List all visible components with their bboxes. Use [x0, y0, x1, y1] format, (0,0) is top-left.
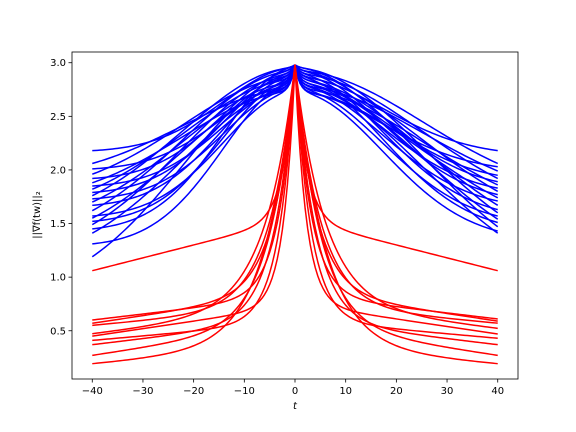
blue-series-line-left-22: [91, 64, 296, 258]
blue-series-line-left-21: [92, 64, 296, 245]
red-series-line-right-8: [294, 64, 498, 346]
blue-series-line-left-20: [91, 64, 296, 234]
red-series-line-left-8: [92, 64, 296, 346]
x-axis-ticks: −40 −30 −20 −10 0 10 20 30 40: [82, 379, 504, 397]
red-series-line-left-5: [92, 64, 296, 335]
red-series-line-left-10: [92, 64, 296, 365]
x-tick-label: 0: [292, 386, 298, 397]
red-series-line-left-3: [92, 64, 296, 324]
y-tick-label: 0.5: [50, 326, 66, 337]
red-series-line-right-3: [294, 64, 498, 322]
red-series-line-right-2: [294, 64, 498, 320]
red-series-line-left-2: [92, 64, 296, 321]
y-tick-label: 1.0: [50, 273, 66, 284]
blue-series-line-right-18: [294, 64, 499, 220]
blue-series-line-right-10: [294, 64, 499, 193]
blue-series-line-right-22: [294, 64, 499, 234]
blue-series-line-left-16: [91, 64, 296, 219]
red-series-line-right-5: [294, 64, 498, 330]
series-layer: [91, 64, 499, 365]
red-series-line-right-1: [294, 64, 498, 272]
red-series-line-right-9: [294, 64, 498, 357]
red-series-line-left-7: [92, 64, 296, 342]
y-axis-label: ||∇f(tw)||₂: [32, 191, 43, 239]
blue-series-line-right-19: [294, 64, 498, 224]
x-tick-label: 30: [441, 386, 454, 397]
blue-series-line-right-17: [294, 64, 498, 217]
x-tick-label: 20: [390, 386, 403, 397]
blue-series-line-right-16: [294, 64, 499, 214]
x-tick-label: −10: [234, 386, 255, 397]
y-tick-label: 2.5: [50, 112, 66, 123]
x-tick-label: −40: [82, 386, 103, 397]
red-series-line-right-4: [294, 64, 498, 324]
red-series-line-right-10: [294, 64, 498, 365]
red-series-line-left-4: [92, 64, 296, 327]
blue-series-line-left-12: [91, 64, 296, 203]
red-series-line-right-6: [294, 64, 498, 335]
blue-series-line-right-13: [294, 64, 498, 202]
y-tick-label: 1.5: [50, 219, 66, 230]
y-tick-label: 2.0: [50, 165, 66, 176]
x-axis-label: t: [293, 401, 298, 412]
blue-series-line-right-21: [294, 64, 498, 232]
y-axis-ticks: 0.5 1.0 1.5 2.0 2.5 3.0: [50, 58, 72, 337]
blue-series-line-left-3: [92, 64, 296, 170]
red-series-line-left-9: [92, 64, 296, 357]
x-tick-label: 40: [491, 386, 504, 397]
red-series-line-left-6: [92, 64, 296, 337]
y-tick-label: 3.0: [50, 58, 66, 69]
x-tick-label: −30: [132, 386, 153, 397]
x-tick-label: 10: [339, 386, 352, 397]
blue-series-line-left-19: [92, 64, 296, 230]
blue-series-line-right-14: [294, 64, 499, 206]
red-series-line-right-7: [294, 64, 498, 340]
blue-series-line-right-11: [294, 64, 498, 196]
blue-series-line-right-20: [294, 64, 499, 228]
x-tick-label: −20: [183, 386, 204, 397]
red-series-line-left-1: [92, 64, 296, 272]
blue-series-line-left-18: [91, 64, 296, 226]
blue-series-line-right-12: [294, 64, 499, 199]
blue-series-line-left-10: [91, 64, 296, 197]
blue-series-line-left-14: [91, 64, 296, 212]
blue-series-line-left-13: [92, 64, 296, 207]
